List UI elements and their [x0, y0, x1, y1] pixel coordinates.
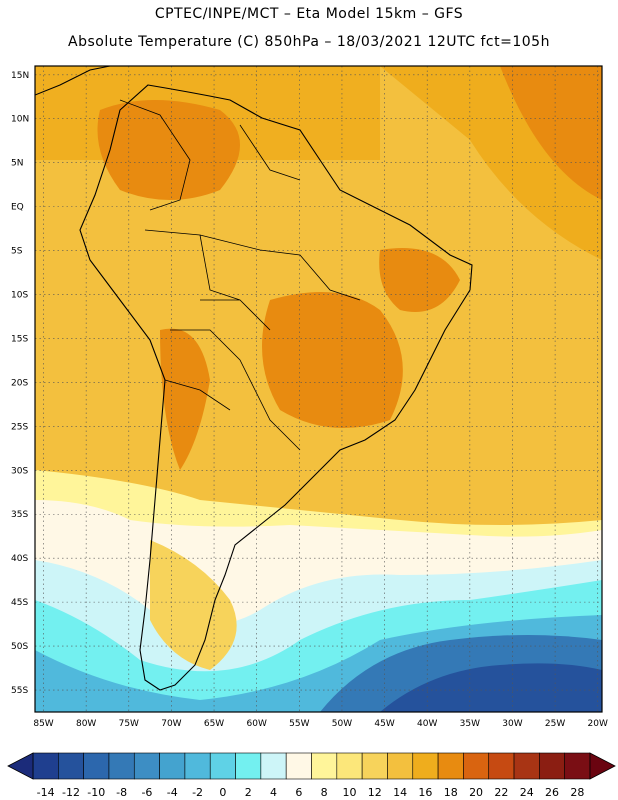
- colorbar-swatch: [539, 752, 565, 780]
- colorbar-tick-label: -12: [62, 786, 80, 799]
- lon-label: 65W: [204, 719, 224, 729]
- lat-label: 15N: [11, 71, 29, 81]
- colorbar-swatch: [32, 752, 59, 780]
- lat-label: 35S: [11, 510, 28, 520]
- longitude-labels: 85W 80W 75W 70W 65W 60W 55W 50W 45W 40W 35W 30W 25W 2…: [33, 719, 608, 729]
- lon-label: 45W: [374, 719, 394, 729]
- colorbar-swatch: [336, 752, 363, 780]
- colorbar-tick-label: -8: [116, 786, 127, 799]
- south-america-coastline: [79, 84, 473, 691]
- colorbar-swatch: [133, 752, 160, 780]
- colorbar-tick-label: 16: [418, 786, 432, 799]
- colorbar-swatch: [513, 752, 540, 780]
- colorbar-swatch: [260, 752, 287, 780]
- field-core-ne: [379, 248, 460, 312]
- lat-label: 55S: [11, 686, 28, 696]
- colorbar-swatch: [387, 752, 414, 780]
- colorbar-right-arrow: [589, 752, 616, 780]
- colorbar-swatch: [159, 752, 186, 780]
- colorbar-tick-label: 26: [545, 786, 559, 799]
- colorbar-tick-label: 12: [368, 786, 382, 799]
- country-borders: [144, 229, 361, 451]
- colorbar-swatch: [463, 752, 490, 780]
- field-core-andes: [160, 328, 210, 470]
- colorbar-swatch: [235, 752, 262, 780]
- lon-label: 55W: [289, 719, 309, 729]
- lat-label: 30S: [11, 466, 28, 476]
- colorbar-tick-label: 8: [321, 786, 328, 799]
- map-frame: [34, 65, 603, 713]
- colorbar-tick-label: -10: [87, 786, 105, 799]
- field-deep-cold: [380, 663, 602, 712]
- lat-label: 45S: [11, 598, 28, 608]
- lat-label: 20S: [11, 378, 28, 388]
- colorbar-swatch: [58, 752, 84, 780]
- colorbar-swatch: [437, 752, 464, 780]
- lon-label: 25W: [545, 719, 565, 729]
- colorbar-tick-label: -2: [192, 786, 203, 799]
- colorbar-swatch: [285, 752, 312, 780]
- colorbar-swatch: [564, 752, 591, 780]
- colorbar-tick-label: 22: [494, 786, 508, 799]
- colorbar-swatch: [361, 752, 388, 780]
- lon-label: 70W: [161, 719, 181, 729]
- colorbar-tick-label: 6: [295, 786, 302, 799]
- colorbar-swatch: [209, 752, 236, 780]
- field-hot-atlantic: [500, 66, 602, 200]
- colorbar-tick-label: 24: [520, 786, 534, 799]
- colorbar-swatch: [412, 752, 439, 780]
- lat-label: 25S: [11, 422, 28, 432]
- lat-label: 5S: [11, 247, 23, 257]
- lat-label: EQ: [11, 203, 24, 213]
- colorbar-swatch: [83, 752, 110, 780]
- colorbar-tick-label: 10: [342, 786, 356, 799]
- chart-title-line1: CPTEC/INPE/MCT – Eta Model 15km – GFS: [154, 6, 464, 22]
- lon-label: 20W: [588, 719, 608, 729]
- lat-label: 5N: [11, 159, 23, 169]
- lon-label: 80W: [76, 719, 96, 729]
- colorbar-tick-label: 20: [469, 786, 483, 799]
- colorbar-left-arrow: [7, 752, 34, 780]
- colorbar-tick-label: 2: [245, 786, 252, 799]
- colorbar-tick-label: -4: [167, 786, 178, 799]
- latitude-labels: 15N 10N 5N EQ 5S 10S 15S 20S 25S 30S 35S 40S 45S 50S 5…: [11, 71, 29, 696]
- graticule: [35, 66, 602, 712]
- lon-label: 35W: [460, 719, 480, 729]
- chart-title-line2: Absolute Temperature (C) 850hPa – 18/03/…: [68, 34, 550, 50]
- field-core-north: [97, 100, 240, 200]
- lat-label: 10S: [11, 291, 28, 301]
- colorbar-swatch: [184, 752, 211, 780]
- lat-label: 50S: [11, 642, 28, 652]
- lon-label: 85W: [33, 719, 53, 729]
- colorbar-swatch: [108, 752, 135, 780]
- lon-label: 60W: [247, 719, 267, 729]
- lon-label: 30W: [502, 719, 522, 729]
- lon-label: 40W: [417, 719, 437, 729]
- colorbar-tick-label: 0: [219, 786, 226, 799]
- lon-label: 50W: [332, 719, 352, 729]
- lat-label: 40S: [11, 554, 28, 564]
- colorbar-tick-label: 28: [570, 786, 584, 799]
- colorbar-tick-label: -14: [37, 786, 55, 799]
- central-america-coastline: [35, 66, 111, 96]
- colorbar: -14 -12 -10 -8 -6 -4 -2 0 2 4 6 8 10 12 14 16 18 20 22 24 26…: [7, 752, 616, 799]
- lon-label: 75W: [119, 719, 139, 729]
- colorbar-tick-label: -6: [141, 786, 152, 799]
- colorbar-swatch: [488, 752, 515, 780]
- lat-label: 15S: [11, 334, 28, 344]
- temperature-field: [35, 66, 602, 712]
- field-core-brazil: [262, 292, 403, 428]
- northern-borders: [119, 99, 301, 211]
- colorbar-tick-label: 4: [270, 786, 277, 799]
- colorbar-swatch: [311, 752, 338, 780]
- colorbar-tick-label: 14: [393, 786, 407, 799]
- colorbar-tick-label: 18: [444, 786, 458, 799]
- lat-label: 10N: [11, 115, 29, 125]
